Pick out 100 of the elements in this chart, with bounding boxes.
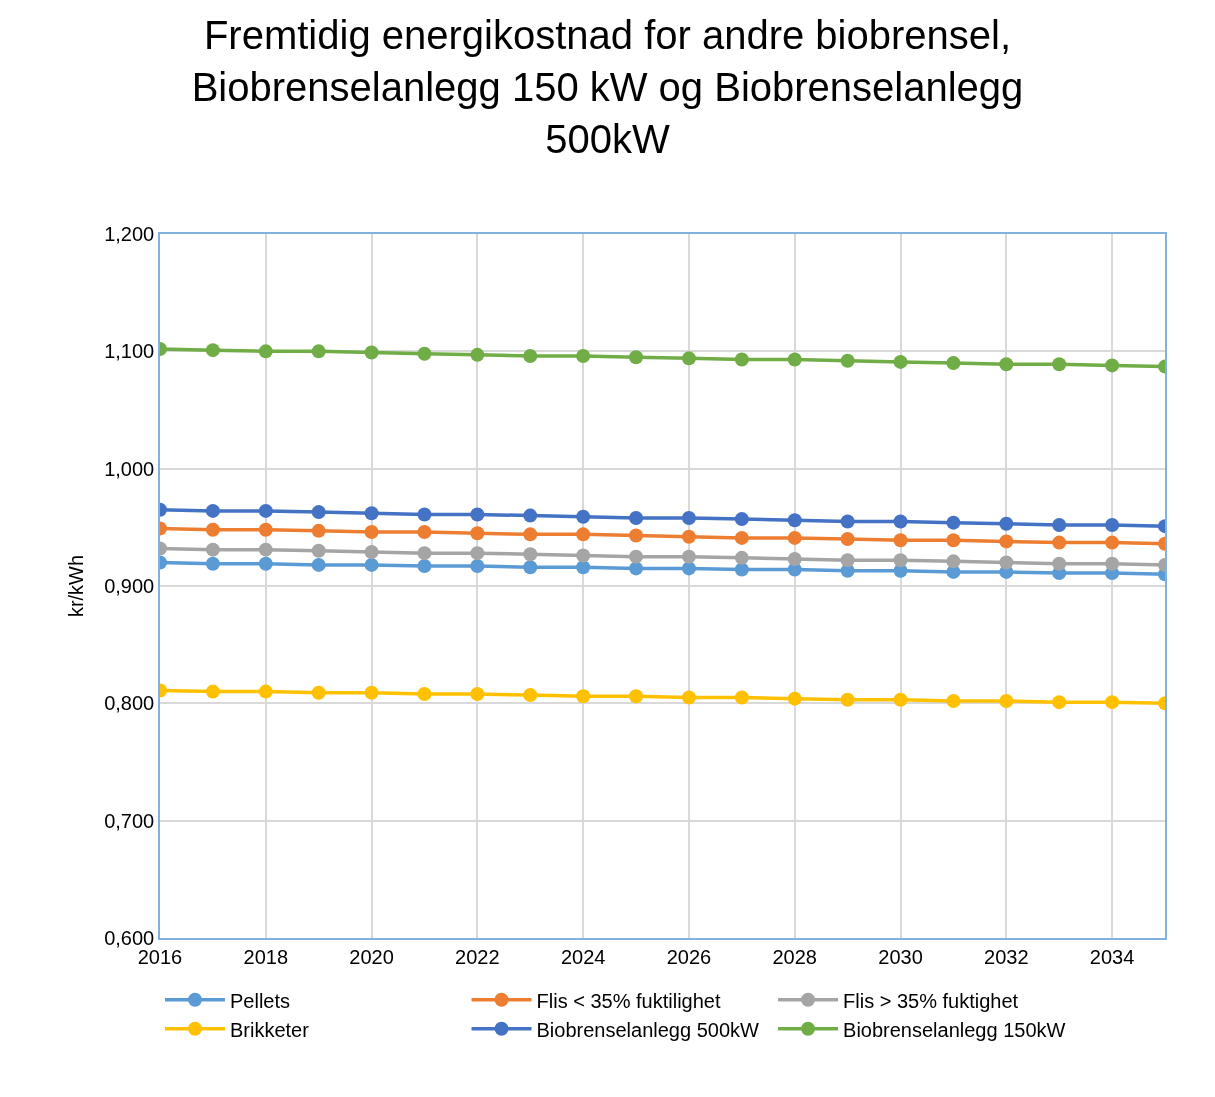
point	[258, 503, 273, 518]
y-tick-label: 1,100	[104, 340, 155, 363]
point	[417, 507, 432, 522]
point	[893, 514, 908, 529]
point	[576, 509, 591, 524]
point	[681, 510, 696, 525]
chart-title: Fremtidig energikostnad for andre biobrensel, Biobrenselanlegg 150 kW og Biobrenselanlegg 500kW	[191, 13, 1024, 162]
point	[787, 552, 802, 566]
point	[258, 556, 273, 571]
point	[1105, 556, 1120, 571]
legend-label: Flis < 35% fuktilighet	[536, 989, 721, 1012]
point	[205, 503, 220, 518]
point	[311, 505, 326, 520]
y-tick-label: 0,700	[104, 809, 155, 832]
x-tick-label: 2022	[455, 945, 500, 968]
point	[523, 688, 538, 703]
point	[1105, 358, 1120, 373]
point	[364, 525, 379, 540]
y-axis-title: kr/kWh	[65, 554, 88, 618]
legend-label: Flis > 35% fuktighet	[843, 989, 1019, 1012]
point	[523, 349, 538, 364]
y-tick-label: 0,900	[104, 575, 155, 597]
point	[205, 684, 220, 699]
point	[787, 513, 802, 528]
point	[946, 356, 961, 371]
y-tick-label: 1,200	[104, 223, 155, 245]
point	[258, 522, 273, 537]
point	[576, 689, 591, 704]
point	[205, 343, 220, 358]
point	[999, 555, 1014, 570]
point	[681, 529, 696, 544]
point	[205, 522, 220, 537]
point	[787, 352, 802, 367]
point	[946, 533, 961, 548]
y-tick-label: 0,800	[104, 692, 155, 715]
point	[629, 549, 644, 564]
point	[523, 527, 538, 542]
point	[1052, 556, 1067, 571]
point	[840, 353, 855, 368]
point	[893, 553, 908, 568]
point	[364, 544, 379, 559]
x-tick-label: 2034	[1089, 945, 1135, 968]
point	[840, 532, 855, 547]
point	[999, 534, 1014, 549]
point	[734, 530, 749, 545]
point	[681, 351, 696, 366]
point	[311, 523, 326, 538]
point	[787, 530, 802, 545]
point	[470, 507, 485, 522]
point	[258, 344, 273, 359]
point	[1052, 517, 1067, 532]
point	[311, 557, 326, 572]
point	[576, 560, 591, 575]
point	[893, 354, 908, 369]
point	[734, 352, 749, 367]
point	[946, 515, 961, 530]
point	[999, 693, 1014, 708]
point	[576, 349, 591, 364]
legend-label: Pellets	[230, 989, 291, 1012]
point	[946, 554, 961, 569]
x-tick-label: 2024	[560, 945, 606, 968]
point	[1052, 357, 1067, 372]
point	[523, 547, 538, 562]
point	[470, 546, 485, 561]
point	[470, 559, 485, 574]
point	[840, 553, 855, 568]
point	[999, 357, 1014, 372]
point	[470, 347, 485, 362]
point	[893, 692, 908, 707]
point	[311, 543, 326, 558]
point	[523, 508, 538, 523]
point	[470, 526, 485, 541]
point	[840, 514, 855, 529]
point	[1052, 535, 1067, 550]
point	[734, 512, 749, 527]
point	[734, 690, 749, 705]
point	[311, 685, 326, 700]
x-tick-label: 2020	[349, 945, 394, 968]
point	[576, 548, 591, 563]
point	[205, 556, 220, 571]
point	[364, 557, 379, 572]
point	[1105, 517, 1120, 532]
point	[1105, 535, 1120, 550]
point	[523, 560, 538, 575]
point	[946, 693, 961, 708]
point	[205, 542, 220, 557]
point	[734, 562, 749, 577]
point	[734, 550, 749, 565]
x-tick-label: 2018	[243, 945, 289, 968]
point	[629, 689, 644, 704]
point	[629, 528, 644, 543]
point	[364, 506, 379, 521]
point	[629, 510, 644, 525]
point	[417, 346, 432, 361]
legend-label: Brikketer	[230, 1018, 310, 1041]
point	[681, 549, 696, 564]
legend-label: Biobrenselanlegg 500kW	[536, 1018, 760, 1041]
point	[840, 692, 855, 707]
point	[999, 516, 1014, 531]
point	[258, 684, 273, 699]
